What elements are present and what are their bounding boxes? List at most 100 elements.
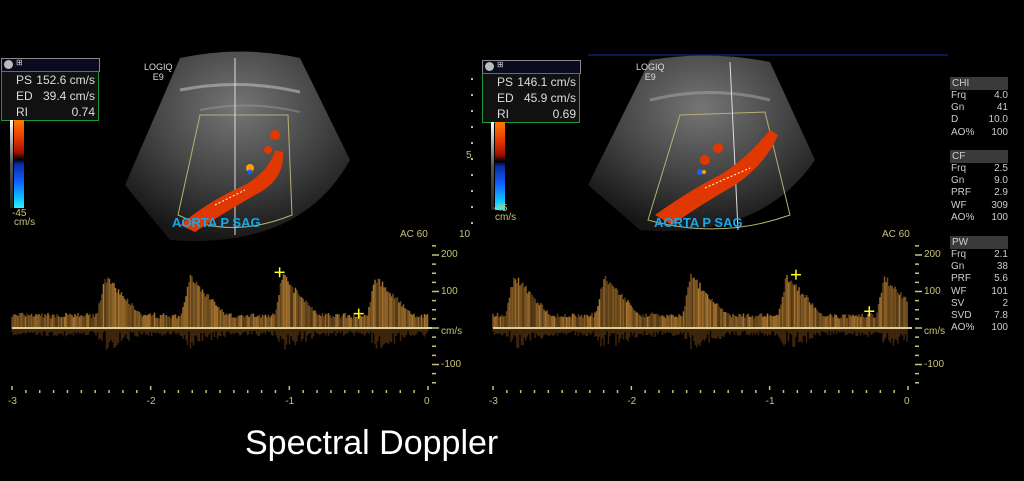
right-spectral-display xyxy=(492,245,922,393)
pw-param-row: SV 2 xyxy=(950,298,1008,310)
pw-param-row: WF 101 xyxy=(950,286,1008,298)
pw-param-row: AO% 100 xyxy=(950,322,1008,334)
param-value: 100 xyxy=(991,211,1008,223)
measure-icon: ⊞ xyxy=(497,60,504,69)
left-vessel-label: AORTA P SAG xyxy=(172,215,261,230)
right-color-scale-unit: cm/s xyxy=(495,212,517,223)
cf-param-row: WF 309 xyxy=(950,200,1008,212)
left-color-scale-unit: cm/s xyxy=(14,217,36,228)
caliper-marker[interactable] xyxy=(274,267,285,278)
pw-param-row: PRF 5.6 xyxy=(950,273,1008,285)
y-tick-label: -100 xyxy=(924,358,945,370)
depth-mark-10: 10 xyxy=(459,229,471,240)
right-gray-map xyxy=(491,122,494,210)
x-tick-label: -1 xyxy=(765,396,775,407)
cf-param-row: Frq 2.5 xyxy=(950,163,1008,175)
ps-label: PS xyxy=(497,75,514,89)
cf-param-row: Gn 9.0 xyxy=(950,175,1008,187)
ri-label: RI xyxy=(16,105,28,119)
param-value: 100 xyxy=(991,322,1008,334)
pw-param-row: Frq 2.1 xyxy=(950,249,1008,261)
param-name: SVD xyxy=(951,309,972,321)
ri-value: 0.74 xyxy=(71,105,95,119)
ri-label: RI xyxy=(497,107,509,121)
doppler-spectrum xyxy=(492,273,908,350)
param-name: SV xyxy=(951,297,965,309)
caliper-marker[interactable] xyxy=(864,306,875,317)
left-ac-label: AC 60 xyxy=(400,229,428,240)
y-tick-label: 100 xyxy=(924,285,941,297)
ed-value: 39.4 cm/s xyxy=(42,89,95,103)
cf-params: CF Frq 2.5 Gn 9.0 PRF 2.9 WF 309 AO% 100 xyxy=(950,150,1008,224)
param-value: 38 xyxy=(996,261,1008,273)
y-tick-label: -100 xyxy=(441,358,462,370)
x-tick-label: -2 xyxy=(146,396,156,407)
device-model: E9 xyxy=(644,72,656,82)
param-name: PRF xyxy=(951,187,971,199)
record-icon xyxy=(4,60,13,69)
caliper-marker[interactable] xyxy=(353,308,364,319)
caption: Spectral Doppler xyxy=(245,424,499,462)
x-tick-label: -3 xyxy=(8,396,17,407)
param-value: 309 xyxy=(991,199,1008,211)
chi-param-row: D 10.0 xyxy=(950,114,1008,126)
left-color-scale xyxy=(14,120,24,208)
param-value: 2.9 xyxy=(994,187,1008,199)
x-tick-label: 0 xyxy=(904,396,910,407)
param-value: 7.8 xyxy=(994,309,1008,321)
param-value: 101 xyxy=(991,285,1008,297)
param-name: Gn xyxy=(951,175,965,187)
cf-title: CF xyxy=(950,150,1008,163)
ps-label: PS xyxy=(16,73,33,87)
right-measurement-header[interactable]: ⊞ xyxy=(482,60,581,74)
caliper-marker[interactable] xyxy=(790,269,801,280)
param-name: AO% xyxy=(951,126,975,138)
left-measurement-box: PS 152.6 cm/s ED 39.4 cm/s RI 0.74 xyxy=(1,71,99,121)
left-measurement-header[interactable]: ⊞ xyxy=(1,58,100,72)
right-color-scale xyxy=(495,122,505,210)
param-value: 2.1 xyxy=(994,249,1008,260)
pw-title: PW xyxy=(950,236,1008,249)
chi-param-row: Gn 41 xyxy=(950,102,1008,114)
param-name: PRF xyxy=(951,273,971,285)
param-value: 9.0 xyxy=(994,175,1008,187)
param-name: Frq xyxy=(951,90,966,101)
param-name: AO% xyxy=(951,322,975,334)
x-tick-label: 0 xyxy=(424,396,430,407)
right-color-flow xyxy=(655,130,778,225)
right-vessel-label: AORTA P SAG xyxy=(654,215,743,230)
pw-param-row: SVD 7.8 xyxy=(950,310,1008,322)
ps-value: 152.6 cm/s xyxy=(36,73,95,87)
param-name: WF xyxy=(951,199,967,211)
doppler-spectrum xyxy=(11,274,429,350)
left-color-flow xyxy=(180,150,284,232)
param-value: 2.5 xyxy=(994,163,1008,174)
ed-value: 45.9 cm/s xyxy=(523,91,576,105)
param-name: D xyxy=(951,114,959,126)
pw-params: PW Frq 2.1 Gn 38 PRF 5.6 WF 101 SV 2 SVD 7.8 AO% 100 xyxy=(950,236,1008,334)
x-tick-label: -1 xyxy=(285,396,295,407)
right-color-scale-min: -45 xyxy=(493,203,508,214)
cf-param-row: AO% 100 xyxy=(950,212,1008,224)
right-measurement-box: PS 146.1 cm/s ED 45.9 cm/s RI 0.69 xyxy=(482,73,580,123)
param-value: 4.0 xyxy=(994,90,1008,101)
param-value: 10.0 xyxy=(988,114,1008,126)
left-spectral-display xyxy=(11,245,439,393)
param-value: 100 xyxy=(991,126,1008,138)
ps-value: 146.1 cm/s xyxy=(517,75,576,89)
chi-params: CHI Frq 4.0 Gn 41 D 10.0 AO% 100 xyxy=(950,77,1008,139)
param-name: Gn xyxy=(951,102,965,114)
y-tick-label: 200 xyxy=(441,249,458,260)
device-name: LOGIQ xyxy=(144,62,173,72)
param-name: Gn xyxy=(951,261,965,273)
chi-param-row: AO% 100 xyxy=(950,127,1008,139)
chi-title: CHI xyxy=(950,77,1008,90)
param-value: 2 xyxy=(1002,297,1008,309)
depth-mark-5: 5 xyxy=(466,150,472,161)
right-ac-label: AC 60 xyxy=(882,229,910,240)
record-icon xyxy=(485,62,494,71)
left-bmode-sector xyxy=(125,51,350,241)
left-color-scale-min: -45 xyxy=(12,208,27,219)
device-model: E9 xyxy=(152,72,164,82)
